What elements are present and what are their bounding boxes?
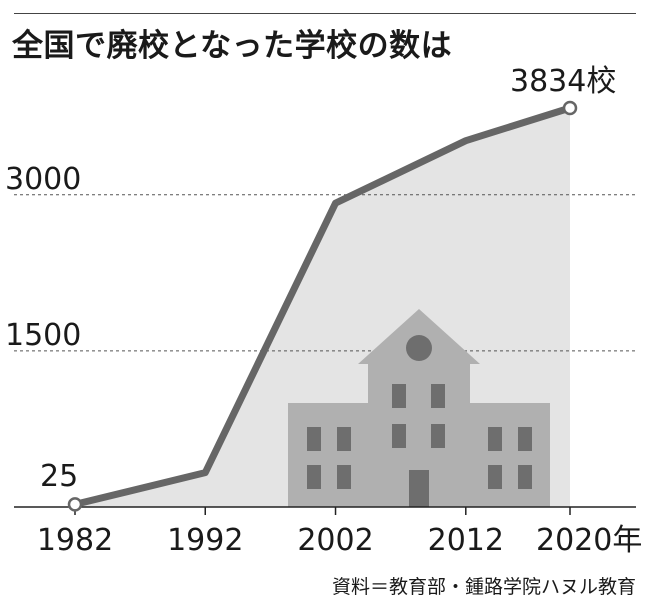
x-tick-label: 2002: [297, 523, 373, 558]
source-note: 資料＝教育部・鍾路学院ハヌル教育: [331, 576, 636, 598]
building-window: [518, 427, 532, 451]
building-window: [307, 427, 321, 451]
gridlines: [14, 194, 636, 352]
x-axis: [14, 506, 636, 515]
data-point-marker: [67, 497, 83, 512]
y-tick-label: 3000: [5, 162, 81, 197]
data-label-start: 25: [40, 459, 78, 494]
building-window: [337, 427, 351, 451]
building-door: [409, 470, 429, 507]
building-window: [337, 465, 351, 489]
x-tick-label: 1982: [37, 523, 113, 558]
top-rule: [14, 13, 636, 14]
building-window: [307, 465, 321, 489]
building-window: [392, 424, 406, 448]
building-window: [431, 384, 445, 408]
building-window: [392, 384, 406, 408]
series-line-layer: [67, 100, 578, 512]
school-building-illustration: [288, 309, 550, 507]
x-tick-label: 2020年: [536, 523, 642, 558]
x-tick-label: 2012: [428, 523, 504, 558]
data-point-marker: [562, 100, 578, 116]
x-tick-label: 1992: [167, 523, 243, 558]
y-tick-label: 1500: [5, 318, 81, 353]
chart-labels: 3000 1500 1982 1992 2002 2012 2020年 25 3834校: [5, 64, 642, 558]
building-window: [431, 424, 445, 448]
building-window: [488, 465, 502, 489]
building-window: [518, 465, 532, 489]
series-line: [71, 104, 574, 508]
chart-title: 全国で廃校となった学校の数は: [12, 28, 453, 64]
data-label-end: 3834校: [510, 64, 616, 99]
building-clock: [406, 335, 432, 361]
building-window: [488, 427, 502, 451]
